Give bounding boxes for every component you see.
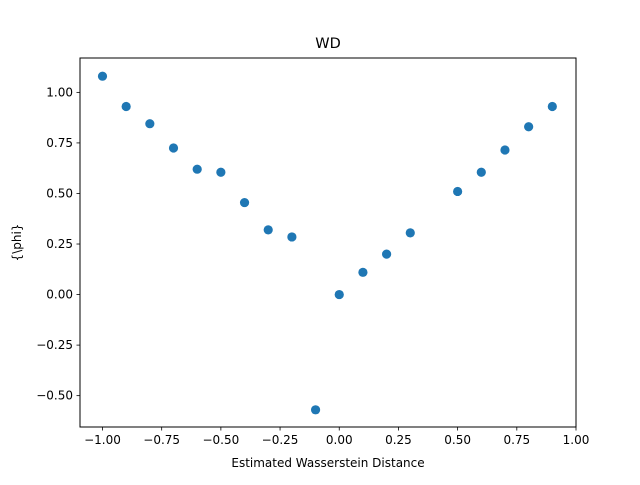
x-tick-label: 0.50 [444,433,471,447]
x-tick-label: 0.75 [503,433,530,447]
y-tick-label: 0.00 [46,288,73,302]
x-tick-label: −1.00 [84,433,121,447]
data-point [310,405,321,415]
x-tick-label: −0.50 [202,433,239,447]
y-tick-label: −0.50 [36,389,73,403]
data-point [524,122,534,132]
x-tick-label: 1.00 [563,433,590,447]
data-point [453,186,463,197]
data-point [216,167,226,177]
data-point [358,267,368,277]
data-point [239,197,250,208]
x-axis-label: Estimated Wasserstein Distance [231,456,424,470]
x-tick-label: 0.00 [326,433,353,447]
data-point [476,167,486,177]
data-point [145,119,155,129]
y-tick-label: 0.25 [46,237,73,251]
data-point [287,232,297,242]
y-axis-label: {\phi} [10,224,24,262]
x-tick-label: 0.25 [385,433,412,447]
x-tick-label: −0.25 [262,433,299,447]
y-tick-label: 1.00 [46,85,73,99]
data-point [168,143,179,153]
points-layer [97,71,557,415]
y-tick-label: 0.50 [46,186,73,200]
chart-title: WD [315,36,341,52]
data-point [263,225,273,235]
y-tick-label: 0.75 [46,136,73,150]
data-point [500,145,510,155]
data-point [121,101,131,112]
data-point [405,228,415,238]
plot-frame [79,57,577,428]
data-point [334,289,344,300]
data-point [381,249,392,259]
ticks-layer: −1.00 −0.75 −0.50 −0.25 0.00 0.25 0.50 0.75 1.00… [36,85,589,447]
data-point [547,101,557,112]
y-tick-label: −0.25 [36,338,73,352]
data-point [192,164,202,174]
x-tick-label: −0.75 [143,433,180,447]
data-point [97,71,108,81]
